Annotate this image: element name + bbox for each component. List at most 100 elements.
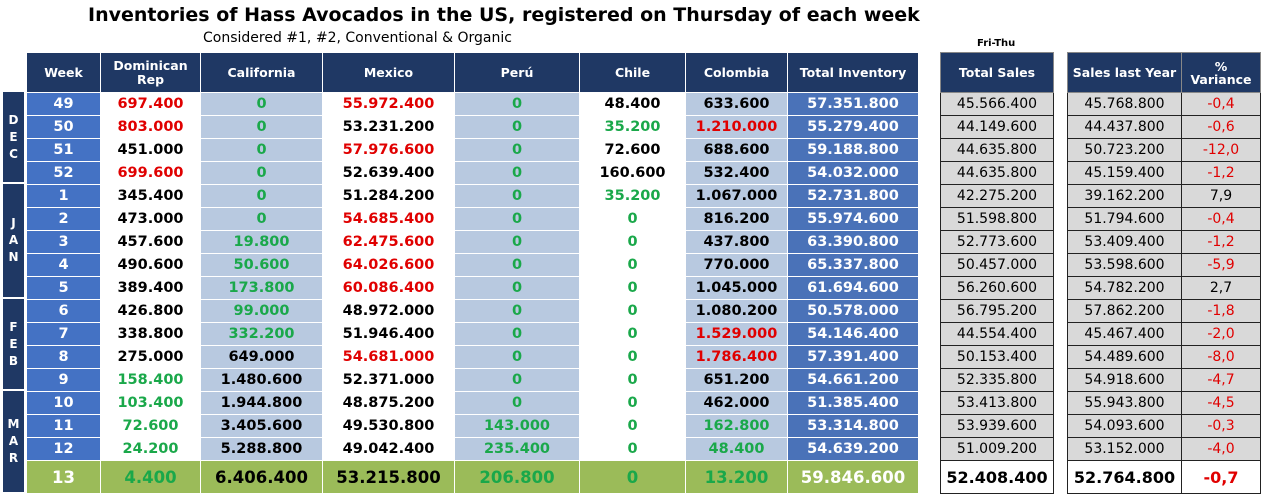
- california-cell: 332.200: [200, 322, 323, 346]
- total-inventory-cell: 55.974.600: [787, 207, 919, 231]
- table-row: 7 338.800 332.200 51.946.400 0 0 1.529.000 54.1…: [26, 322, 919, 346]
- header-variance-pct: %: [1214, 58, 1228, 74]
- month-letter: C: [9, 146, 18, 161]
- sales-last-year-cell: 53.598.600: [1067, 253, 1182, 277]
- table-row: 10 103.400 1.944.800 48.875.200 0 0 462.000 51.…: [26, 391, 919, 415]
- chile-cell: 0: [579, 437, 686, 461]
- chile-cell: 0: [579, 322, 686, 346]
- sales-last-year-cell: 54.489.600: [1067, 345, 1182, 369]
- mexico-cell: 48.972.000: [322, 299, 455, 323]
- mexico-cell: 51.284.200: [322, 184, 455, 208]
- header-variance: % Variance: [1181, 52, 1261, 93]
- week-cell: 7: [26, 322, 101, 346]
- dominican-cell: 451.000: [100, 138, 201, 162]
- table-row: 51.598.800: [940, 207, 1054, 231]
- peru-cell: 0: [454, 299, 580, 323]
- table-row: 51.009.200: [940, 437, 1054, 461]
- month-letter: A: [8, 233, 19, 247]
- fri-thu-label: Fri-Thu: [977, 38, 1016, 49]
- california-cell: 3.405.600: [200, 414, 323, 438]
- colombia-cell: 1.067.000: [685, 184, 788, 208]
- mexico-cell: 53.215.800: [322, 460, 455, 494]
- california-cell: 0: [200, 92, 323, 116]
- week-cell: 52: [26, 161, 101, 185]
- chile-cell: 0: [579, 253, 686, 277]
- variance-cell: 2,7: [1181, 276, 1261, 300]
- table-row: 49 697.400 0 55.972.400 0 48.400 633.600 57.351…: [26, 92, 919, 116]
- variance-cell: -4,7: [1181, 368, 1261, 392]
- table-row: 51.794.600 -0,4: [1067, 207, 1261, 231]
- colombia-cell: 462.000: [685, 391, 788, 415]
- total-inventory-cell: 54.032.000: [787, 161, 919, 185]
- table-row: 44.437.800 -0,6: [1067, 115, 1261, 139]
- header-total-sales: Total Sales: [940, 52, 1054, 93]
- dominican-cell: 275.000: [100, 345, 201, 369]
- colombia-cell: 1.786.400: [685, 345, 788, 369]
- sales-last-year-cell: 52.764.800: [1067, 460, 1182, 494]
- california-cell: 5.288.800: [200, 437, 323, 461]
- sales-last-year-cell: 44.437.800: [1067, 115, 1182, 139]
- week-cell: 3: [26, 230, 101, 254]
- california-cell: 173.800: [200, 276, 323, 300]
- chile-cell: 72.600: [579, 138, 686, 162]
- colombia-cell: 770.000: [685, 253, 788, 277]
- dominican-cell: 4.400: [100, 460, 201, 494]
- total-sales-cell: 52.335.800: [940, 368, 1054, 392]
- colombia-cell: 816.200: [685, 207, 788, 231]
- total-inventory-cell: 54.661.200: [787, 368, 919, 392]
- week-cell: 4: [26, 253, 101, 277]
- header-mexico: Mexico: [322, 52, 455, 93]
- header-chile: Chile: [579, 52, 686, 93]
- table-row: 42.275.200: [940, 184, 1054, 208]
- total-inventory-cell: 59.188.800: [787, 138, 919, 162]
- month-letter: E: [9, 129, 18, 144]
- total-sales-cell: 45.566.400: [940, 92, 1054, 116]
- table-row: 2 473.000 0 54.685.400 0 0 816.200 55.974.600: [26, 207, 919, 231]
- header-week: Week: [26, 52, 101, 93]
- peru-cell: 0: [454, 276, 580, 300]
- table-row: 52.408.400: [940, 460, 1054, 494]
- california-cell: 50.600: [200, 253, 323, 277]
- header-dominican: Dominican Rep: [100, 52, 201, 93]
- total-sales-cell: 53.413.800: [940, 391, 1054, 415]
- total-inventory-cell: 57.391.400: [787, 345, 919, 369]
- chile-cell: 35.200: [579, 184, 686, 208]
- month-letter: D: [8, 112, 19, 127]
- variance-cell: -4,5: [1181, 391, 1261, 415]
- variance-cell: -12,0: [1181, 138, 1261, 162]
- header-variance-label: Variance: [1190, 71, 1252, 87]
- table-row: 12 24.200 5.288.800 49.042.400 235.400 0 48.40…: [26, 437, 919, 461]
- month-letter: B: [8, 353, 19, 368]
- total-sales-cell: 53.939.600: [940, 414, 1054, 438]
- dominican-cell: 24.200: [100, 437, 201, 461]
- california-cell: 0: [200, 161, 323, 185]
- chile-cell: 0: [579, 368, 686, 392]
- mexico-cell: 60.086.400: [322, 276, 455, 300]
- table-row: 45.566.400: [940, 92, 1054, 116]
- mexico-cell: 54.685.400: [322, 207, 455, 231]
- colombia-cell: 532.400: [685, 161, 788, 185]
- sales-last-year-cell: 51.794.600: [1067, 207, 1182, 231]
- month-letter: J: [11, 216, 16, 230]
- variance-cell: -0,7: [1181, 460, 1261, 494]
- week-cell: 5: [26, 276, 101, 300]
- total-inventory-cell: 51.385.400: [787, 391, 919, 415]
- dominican-cell: 473.000: [100, 207, 201, 231]
- chile-cell: 160.600: [579, 161, 686, 185]
- mexico-cell: 51.946.400: [322, 322, 455, 346]
- header-total-inventory: Total Inventory: [787, 52, 919, 93]
- peru-cell: 0: [454, 184, 580, 208]
- sales-ly-table: Sales last Year % Variance 45.768.800 -0,…: [1067, 52, 1261, 494]
- page-subtitle: Considered #1, #2, Conventional & Organi…: [203, 30, 512, 46]
- table-row: 45.768.800 -0,4: [1067, 92, 1261, 116]
- variance-cell: -0,6: [1181, 115, 1261, 139]
- variance-cell: -4,0: [1181, 437, 1261, 461]
- variance-cell: -1,8: [1181, 299, 1261, 323]
- inventory-table: Week Dominican Rep California Mexico Per…: [26, 52, 919, 494]
- colombia-cell: 688.600: [685, 138, 788, 162]
- sales-last-year-cell: 57.862.200: [1067, 299, 1182, 323]
- total-sales-cell: 44.554.400: [940, 322, 1054, 346]
- table-row: 52.335.800: [940, 368, 1054, 392]
